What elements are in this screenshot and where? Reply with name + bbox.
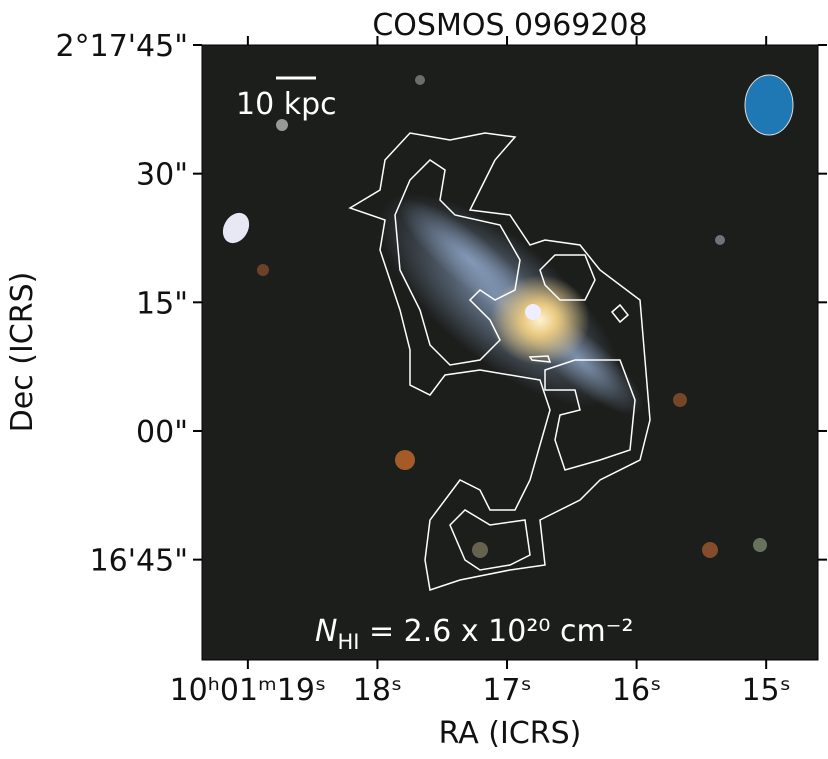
x-tick-label: 15ˢ [741, 673, 790, 708]
contour [528, 355, 552, 363]
x-tick-label: 16ˢ [612, 673, 661, 708]
scale-bar-label: 10 kpc [236, 87, 337, 122]
y-tick-label: 15" [136, 286, 188, 321]
contour [348, 132, 651, 591]
annotation-text: = 2.6 x 10²⁰ cm⁻² [359, 614, 633, 649]
x-axis-label: RA (ICRS) [439, 716, 582, 751]
beam [744, 74, 794, 136]
y-tick-label: 16'45" [90, 544, 188, 579]
x-tick-label: 10ʰ01ᵐ19ˢ [170, 673, 327, 708]
contour [449, 509, 531, 571]
x-tick-label: 17ˢ [482, 673, 531, 708]
sky-image: 10 kpc NHI = 2.6 x 10²⁰ cm⁻² [202, 45, 818, 660]
contour [610, 303, 630, 324]
y-tick-label: 00" [136, 415, 188, 450]
contour [539, 254, 596, 301]
plot-frame [201, 44, 819, 661]
annotation: NHI = 2.6 x 10²⁰ cm⁻² [315, 614, 634, 654]
y-axis-label: Dec (ICRS) [5, 272, 40, 433]
y-tick-label: 30" [136, 158, 188, 193]
annotation-symbol: N [315, 614, 337, 649]
annotation-subscript: HI [337, 630, 359, 654]
x-tick-label: 18ˢ [353, 673, 402, 708]
y-tick-label: 2°17'45" [56, 29, 188, 64]
contour [394, 159, 521, 366]
contour [544, 359, 636, 471]
chart-title: COSMOS 0969208 [372, 8, 647, 43]
